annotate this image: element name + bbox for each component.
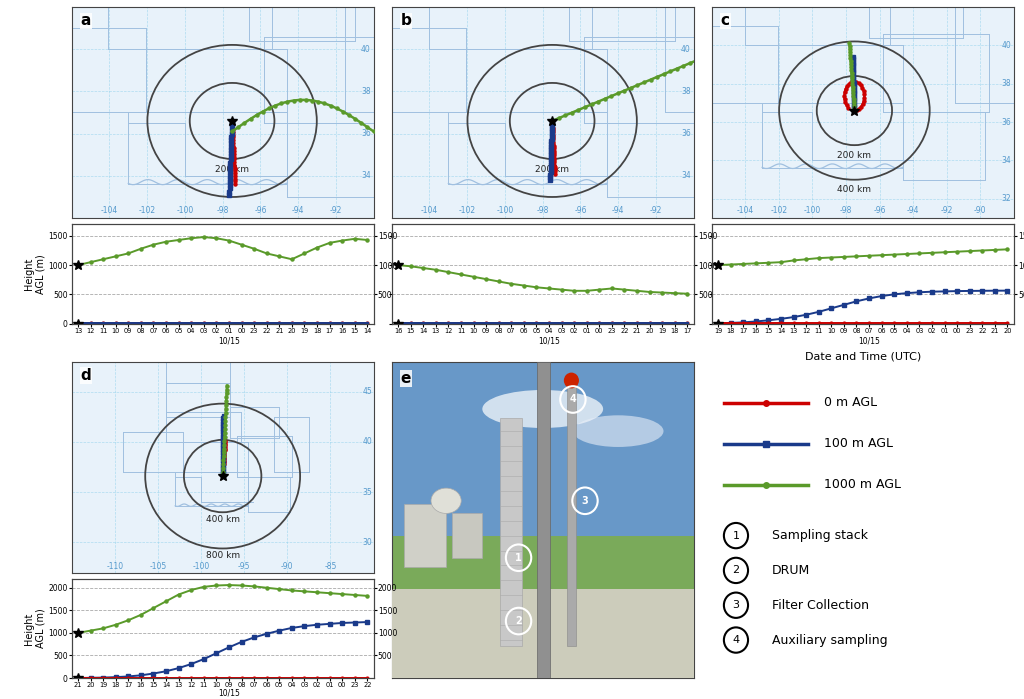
Text: -102: -102 — [459, 206, 476, 215]
Text: 30: 30 — [362, 538, 373, 547]
Text: -98: -98 — [216, 206, 228, 215]
Text: 10/15: 10/15 — [858, 336, 880, 345]
Text: e: e — [400, 371, 412, 386]
Text: 38: 38 — [361, 87, 371, 96]
Text: 200 km: 200 km — [536, 165, 569, 174]
Text: 36: 36 — [361, 129, 371, 138]
Circle shape — [564, 373, 579, 389]
Y-axis label: Height
AGL (m): Height AGL (m) — [24, 609, 45, 648]
Bar — [392, 361, 693, 535]
Text: Sampling stack: Sampling stack — [772, 529, 868, 542]
Text: 200 km: 200 km — [215, 165, 249, 174]
Text: -104: -104 — [421, 206, 438, 215]
Text: -96: -96 — [254, 206, 266, 215]
Text: -110: -110 — [106, 562, 123, 571]
Text: 38: 38 — [681, 87, 691, 96]
Text: 100 m AGL: 100 m AGL — [823, 438, 893, 450]
Text: 38: 38 — [1001, 79, 1012, 88]
Text: -102: -102 — [138, 206, 156, 215]
Text: -100: -100 — [497, 206, 514, 215]
Text: 36: 36 — [681, 129, 691, 138]
Text: 1: 1 — [515, 553, 522, 563]
Text: -92: -92 — [330, 206, 342, 215]
Text: -96: -96 — [574, 206, 587, 215]
Text: d: d — [81, 368, 91, 383]
Text: -90: -90 — [282, 562, 294, 571]
Text: 1: 1 — [732, 531, 739, 540]
Text: 35: 35 — [362, 488, 373, 496]
Bar — [453, 514, 482, 558]
Text: -102: -102 — [770, 206, 787, 215]
Text: -98: -98 — [537, 206, 549, 215]
Text: -104: -104 — [100, 206, 118, 215]
Text: 36: 36 — [1001, 117, 1012, 127]
Text: 2: 2 — [732, 565, 739, 575]
Text: -92: -92 — [650, 206, 663, 215]
Bar — [567, 377, 575, 647]
Text: -95: -95 — [238, 562, 251, 571]
Text: -90: -90 — [974, 206, 986, 215]
Bar — [392, 535, 693, 678]
Text: -85: -85 — [325, 562, 337, 571]
Text: 0 m AGL: 0 m AGL — [823, 396, 877, 409]
Text: -94: -94 — [907, 206, 920, 215]
Text: -100: -100 — [193, 562, 210, 571]
Text: -94: -94 — [612, 206, 625, 215]
Text: -105: -105 — [150, 562, 167, 571]
Ellipse shape — [482, 390, 603, 428]
Bar — [537, 361, 550, 678]
Text: 800 km: 800 km — [206, 552, 240, 561]
Text: 34: 34 — [1001, 156, 1012, 165]
Ellipse shape — [431, 488, 461, 514]
Text: 400 km: 400 km — [838, 185, 871, 194]
Text: 1000 m AGL: 1000 m AGL — [823, 478, 900, 491]
Text: Filter Collection: Filter Collection — [772, 599, 869, 612]
Text: 3: 3 — [582, 496, 589, 506]
Ellipse shape — [572, 415, 664, 447]
Text: 10/15: 10/15 — [538, 336, 560, 345]
Text: 40: 40 — [1001, 41, 1012, 50]
Text: 32: 32 — [1001, 194, 1012, 203]
Text: -100: -100 — [176, 206, 194, 215]
Bar — [403, 504, 446, 568]
Text: -92: -92 — [940, 206, 953, 215]
Text: b: b — [400, 13, 412, 29]
Text: -100: -100 — [804, 206, 821, 215]
Text: 400 km: 400 km — [206, 515, 240, 524]
Text: 3: 3 — [732, 600, 739, 610]
Text: Auxiliary sampling: Auxiliary sampling — [772, 633, 888, 647]
Text: 34: 34 — [681, 171, 691, 180]
Text: 4: 4 — [732, 635, 739, 645]
Bar — [501, 419, 521, 647]
Y-axis label: Height
AGL (m): Height AGL (m) — [24, 254, 45, 294]
Bar — [392, 589, 693, 678]
Text: 40: 40 — [362, 438, 373, 447]
Text: c: c — [721, 13, 730, 29]
Text: -98: -98 — [840, 206, 852, 215]
Text: 40: 40 — [681, 45, 691, 54]
Text: -96: -96 — [873, 206, 886, 215]
Text: 4: 4 — [569, 394, 577, 405]
Text: 200 km: 200 km — [838, 151, 871, 160]
Text: 10/15: 10/15 — [218, 336, 240, 345]
Text: 45: 45 — [362, 387, 373, 396]
Text: DRUM: DRUM — [772, 564, 810, 577]
Text: -94: -94 — [292, 206, 304, 215]
Text: 10/15: 10/15 — [218, 689, 240, 698]
Text: Date and Time (UTC): Date and Time (UTC) — [805, 352, 921, 361]
Text: a: a — [81, 13, 91, 29]
Text: 2: 2 — [515, 616, 522, 626]
Text: -104: -104 — [736, 206, 754, 215]
Text: 34: 34 — [361, 171, 371, 180]
Text: 40: 40 — [361, 45, 371, 54]
